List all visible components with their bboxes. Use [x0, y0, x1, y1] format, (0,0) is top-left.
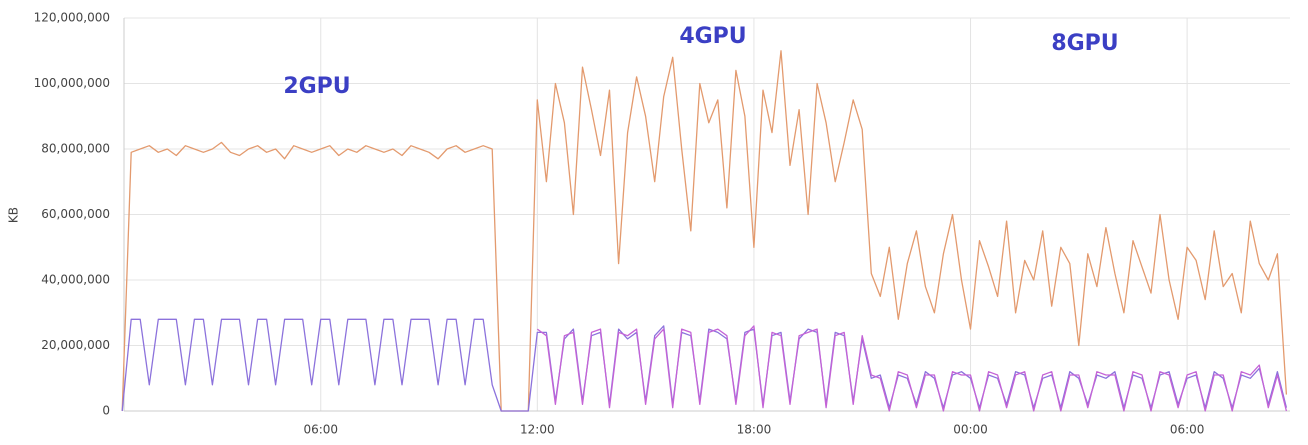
- x-tick-label: 00:00: [953, 423, 988, 437]
- y-tick-label: 120,000,000: [34, 11, 110, 25]
- y-tick-label: 40,000,000: [41, 273, 110, 287]
- y-tick-label: 0: [102, 404, 110, 418]
- y-tick-label: 60,000,000: [41, 207, 110, 221]
- annotation: 2GPU: [283, 74, 350, 99]
- x-tick-label: 18:00: [737, 423, 772, 437]
- series-line: [536, 325, 1288, 412]
- x-tick-label: 12:00: [520, 423, 555, 437]
- annotation: 4GPU: [679, 24, 746, 49]
- y-tick-label: 20,000,000: [41, 338, 110, 352]
- x-tick-label: 06:00: [303, 423, 338, 437]
- x-tick-label: 06:00: [1170, 423, 1205, 437]
- y-axis-label: KB: [7, 207, 21, 223]
- series-line: [121, 50, 1288, 412]
- y-tick-label: 80,000,000: [41, 142, 110, 156]
- y-tick-label: 100,000,000: [34, 76, 110, 90]
- annotation: 8GPU: [1051, 31, 1118, 56]
